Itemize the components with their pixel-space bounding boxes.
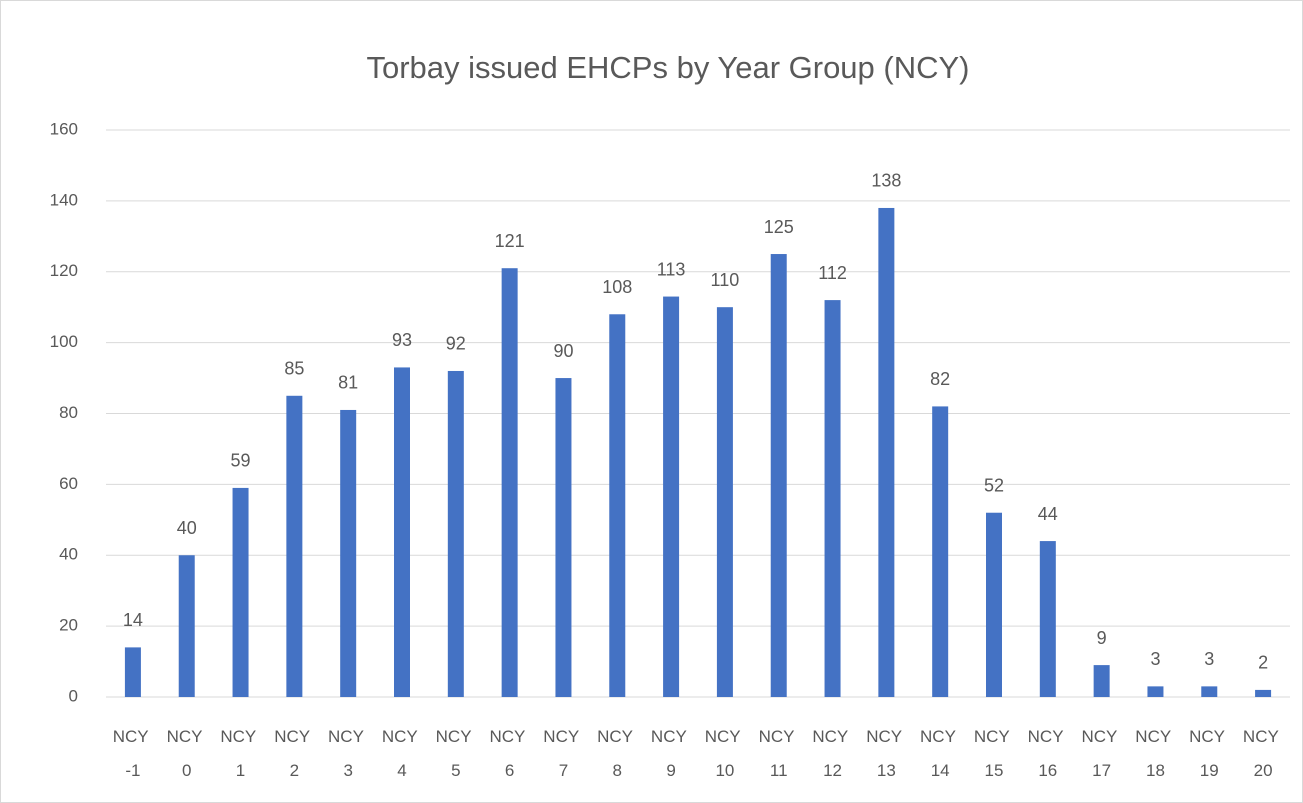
x-tick-label: NCY 12 <box>812 727 852 780</box>
x-tick-label: NCY 11 <box>759 727 799 780</box>
x-tick-label: NCY 1 <box>220 727 260 780</box>
x-tick-label: NCY 9 <box>651 727 691 780</box>
data-label: 59 <box>231 451 251 471</box>
bar <box>716 307 733 697</box>
data-label: 3 <box>1150 649 1160 669</box>
bar <box>1147 686 1164 697</box>
data-label: 92 <box>446 334 466 354</box>
y-tick-label: 120 <box>50 261 78 280</box>
x-tick-label: NCY 7 <box>543 727 583 780</box>
y-tick-label: 160 <box>50 119 78 138</box>
x-tick-label: NCY 6 <box>489 727 529 780</box>
x-tick-label: NCY 17 <box>1081 727 1121 780</box>
y-tick-label: 20 <box>59 616 78 635</box>
data-label: 40 <box>177 518 197 538</box>
bar <box>178 555 195 697</box>
data-label: 81 <box>338 373 358 393</box>
data-label: 121 <box>495 231 525 251</box>
data-label: 138 <box>871 171 901 191</box>
bar <box>1039 541 1056 697</box>
bar <box>770 254 787 697</box>
data-label: 113 <box>657 259 686 279</box>
bar <box>124 647 141 697</box>
x-tick-label: NCY 15 <box>974 727 1014 780</box>
data-label: 44 <box>1038 504 1058 524</box>
x-tick-label: NCY 5 <box>436 727 476 780</box>
data-label: 3 <box>1204 649 1214 669</box>
x-tick-label: NCY 19 <box>1189 727 1229 780</box>
bar <box>609 314 626 697</box>
data-label: 90 <box>553 341 573 361</box>
x-tick-label: NCY 0 <box>167 727 207 780</box>
y-tick-label: 60 <box>59 474 78 493</box>
data-label: 110 <box>711 270 740 290</box>
x-tick-label: NCY 20 <box>1243 727 1283 780</box>
x-tick-label: NCY 8 <box>597 727 637 780</box>
bar <box>447 370 464 697</box>
bar <box>286 395 303 697</box>
chart-title: Torbay issued EHCPs by Year Group (NCY) <box>366 50 969 85</box>
bar <box>501 268 518 697</box>
bar <box>555 378 572 697</box>
y-tick-label: 0 <box>69 686 78 705</box>
data-label: 93 <box>392 330 412 350</box>
data-label: 112 <box>818 263 847 283</box>
x-tick-label: NCY 18 <box>1135 727 1175 780</box>
y-tick-label: 140 <box>50 190 78 209</box>
data-label: 82 <box>930 369 950 389</box>
bar <box>878 207 895 697</box>
data-label: 108 <box>602 277 632 297</box>
data-label: 52 <box>984 475 1004 495</box>
data-label: 2 <box>1258 653 1268 673</box>
x-tick-label: NCY 14 <box>920 727 960 780</box>
bar <box>1201 686 1218 697</box>
x-tick-label: NCY -1 <box>113 727 153 780</box>
y-tick-label: 80 <box>59 403 78 422</box>
data-label: 125 <box>764 217 794 237</box>
bar <box>1093 665 1110 697</box>
bar <box>232 487 249 697</box>
data-label: 9 <box>1097 628 1107 648</box>
x-tick-label: NCY 4 <box>382 727 422 780</box>
bar <box>986 512 1002 697</box>
bar <box>932 406 949 697</box>
bar <box>1255 689 1272 697</box>
x-tick-label: NCY 2 <box>274 727 314 780</box>
data-label: 85 <box>284 359 304 379</box>
x-tick-label: NCY 3 <box>328 727 368 780</box>
y-tick-label: 100 <box>50 332 78 351</box>
bar <box>824 300 841 697</box>
bar <box>340 409 357 697</box>
bar <box>663 296 680 697</box>
data-label: 14 <box>123 610 143 630</box>
y-tick-label: 40 <box>59 545 78 564</box>
x-tick-label: NCY 13 <box>866 727 906 780</box>
x-tick-label: NCY 16 <box>1028 727 1068 780</box>
bar <box>394 367 410 697</box>
x-tick-label: NCY 10 <box>705 727 745 780</box>
